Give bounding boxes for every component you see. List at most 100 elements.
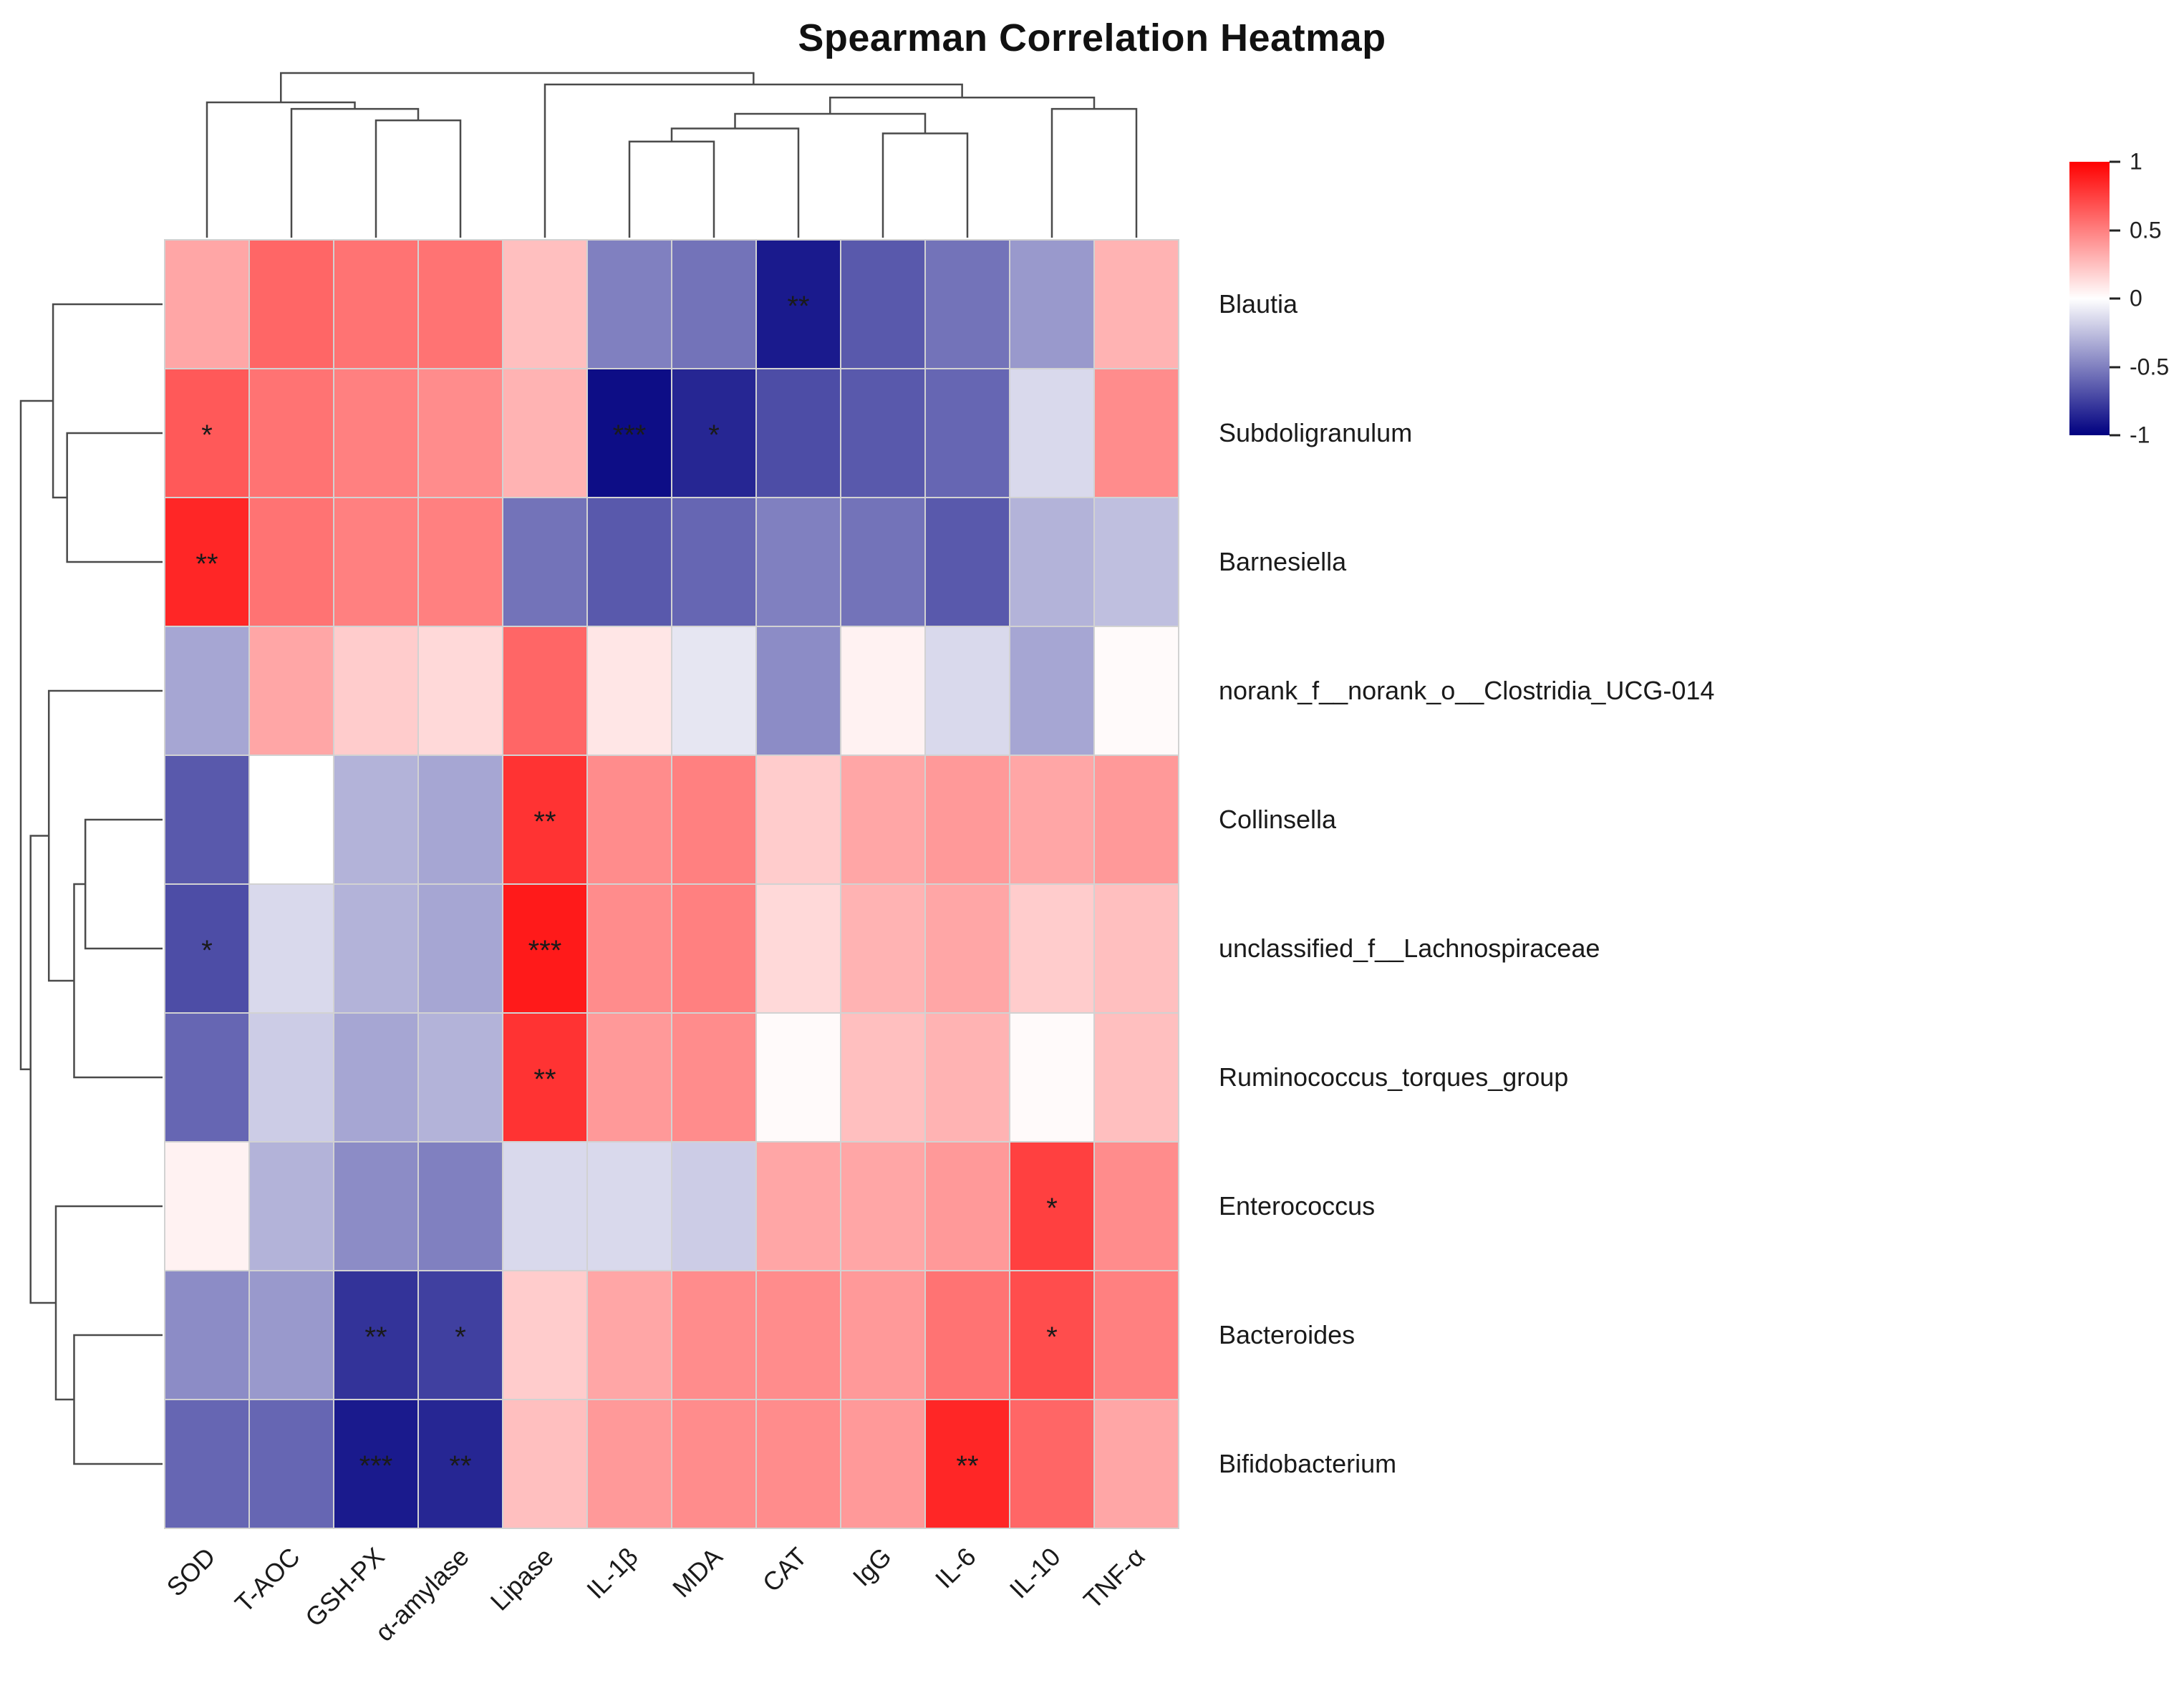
col-label: MDA: [667, 1542, 728, 1604]
significance-marker: ***: [613, 419, 647, 451]
row-dendrogram: [19, 303, 163, 1465]
heatmap-cell: [671, 1012, 757, 1143]
heatmap-cell: [755, 239, 841, 369]
heatmap-cell: [333, 1399, 419, 1529]
heatmap-cell: [755, 1141, 841, 1271]
row-label: Collinsella: [1219, 805, 1337, 834]
heatmap-cell: [502, 626, 588, 756]
row-labels: Blautia Subdoligranulum Barnesiella norank_…: [1219, 289, 1714, 1478]
heatmap-cell: [1009, 497, 1095, 627]
heatmap-cell: [248, 1141, 334, 1271]
heatmap-cell: [164, 497, 250, 627]
heatmap-cell: [333, 368, 419, 498]
heatmap-cell: [164, 1141, 250, 1271]
dendrogram-link: [1050, 107, 1138, 238]
heatmap-cell: [333, 1012, 419, 1143]
heatmap-cell: [1093, 239, 1179, 369]
heatmap-cell: [671, 626, 757, 756]
heatmap-cell: [586, 239, 672, 369]
significance-marker: ***: [528, 935, 562, 966]
row-label: Bacteroides: [1219, 1320, 1355, 1349]
heatmap-cell: [840, 1399, 926, 1529]
col-label: CAT: [757, 1542, 813, 1598]
row-label: norank_f__norank_o__Clostridia_UCG-014: [1219, 676, 1714, 705]
significance-marker: *: [455, 1321, 466, 1353]
col-dendrogram: [206, 72, 1138, 238]
heatmap-cell: [840, 626, 926, 756]
significance-marker: **: [956, 1450, 978, 1482]
heatmap-cell: [248, 883, 334, 1014]
significance-marker: *: [1046, 1321, 1058, 1353]
heatmap-cell: [1093, 1012, 1179, 1143]
legend-ticks: 1 0.5 0 -0.5 -1: [2069, 149, 2184, 448]
heatmap-cell: [502, 755, 588, 885]
heatmap-cell: [417, 239, 503, 369]
legend-tick-label: -1: [2130, 422, 2150, 448]
dendrogram-link: [290, 107, 420, 238]
heatmap-cell: [755, 1270, 841, 1400]
legend-tick-mark: [2110, 297, 2120, 300]
heatmap-cell: [755, 368, 841, 498]
legend-tick-label: 0.5: [2130, 217, 2162, 243]
heatmap-cell: [840, 497, 926, 627]
legend-tick-mark: [2110, 366, 2120, 368]
row-label: unclassified_f__Lachnospiraceae: [1219, 933, 1600, 963]
heatmap-cell: [502, 497, 588, 627]
dendrogram-link: [829, 96, 1096, 114]
heatmap-cell: [502, 239, 588, 369]
heatmap-cell: [924, 497, 1010, 627]
heatmap-cell: [586, 1141, 672, 1271]
heatmap-cell: [248, 1270, 334, 1400]
heatmap-cell: [1093, 883, 1179, 1014]
heatmap-cell: [417, 883, 503, 1014]
col-label: IL-1β: [581, 1542, 644, 1605]
heatmap-cell: [248, 497, 334, 627]
heatmap-cell: [755, 883, 841, 1014]
heatmap-cell: [333, 883, 419, 1014]
heatmap-cell: [1009, 755, 1095, 885]
colorbar-legend: 1 0.5 0 -0.5 -1: [2069, 149, 2184, 462]
col-label: IL-10: [1004, 1542, 1066, 1604]
heatmap-cell: [248, 368, 334, 498]
dendrogram-link: [734, 112, 927, 134]
heatmap-cell: [417, 755, 503, 885]
significance-marker: **: [787, 291, 809, 322]
dendrogram-link: [670, 127, 800, 238]
heatmap-cell: [924, 1141, 1010, 1271]
heatmap-cell: [924, 368, 1010, 498]
heatmap-cell: [924, 239, 1010, 369]
heatmap-cell: [417, 497, 503, 627]
col-label: Lipase: [485, 1542, 559, 1616]
dendrogram-link: [206, 101, 356, 238]
chart-title: Spearman Correlation Heatmap: [798, 16, 1386, 59]
significance-marker: *: [201, 935, 213, 966]
heatmap-cell: [417, 1270, 503, 1400]
dendrogram-link: [73, 883, 163, 1079]
dendrogram-link: [73, 1334, 163, 1465]
heatmap-cell: [671, 368, 757, 498]
col-label: IgG: [847, 1542, 897, 1592]
heatmap-cell: [164, 755, 250, 885]
heatmap-cell: [417, 368, 503, 498]
col-label: TNF-α: [1078, 1542, 1151, 1615]
row-label: Subdoligranulum: [1219, 418, 1412, 447]
heatmap-cell: [586, 883, 672, 1014]
heatmap-cell: [502, 368, 588, 498]
heatmap-cell: [1093, 1399, 1179, 1529]
heatmap-cell: [248, 239, 334, 369]
heatmap-cell: [333, 626, 419, 756]
heatmap-cell: [248, 626, 334, 756]
heatmap-cell: [755, 1399, 841, 1529]
heatmap-cell: [1093, 1270, 1179, 1400]
heatmap-cell: [1093, 626, 1179, 756]
row-label: Ruminococcus_torques_group: [1219, 1062, 1568, 1092]
heatmap-cell: [333, 1141, 419, 1271]
heatmap-cell: [840, 883, 926, 1014]
significance-marker: **: [533, 806, 556, 838]
heatmap-cell: [840, 1012, 926, 1143]
heatmap-cell: [333, 1270, 419, 1400]
heatmap-cell: [417, 1012, 503, 1143]
heatmap-cell: [586, 368, 672, 498]
